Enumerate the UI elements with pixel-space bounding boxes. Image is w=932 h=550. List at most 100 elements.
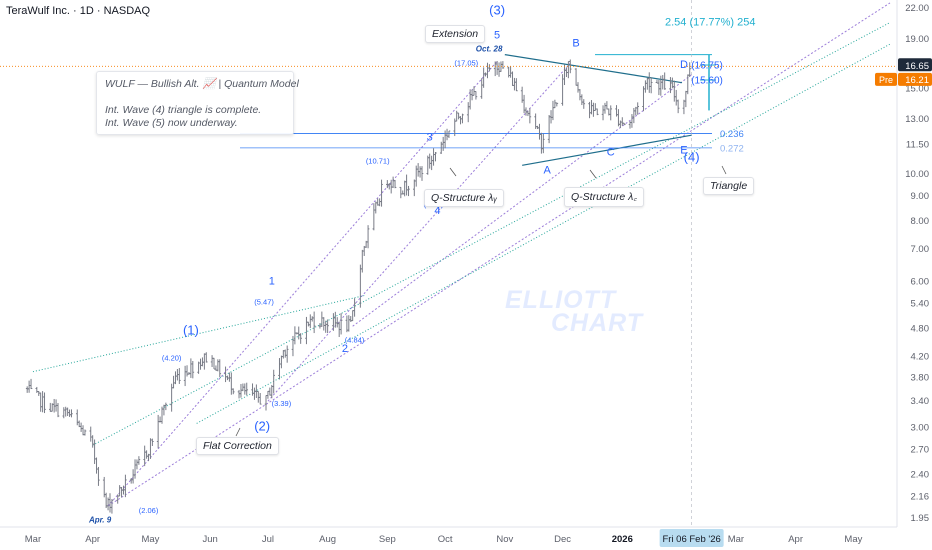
candle: [688, 62, 692, 78]
wave-label: 1: [269, 276, 275, 288]
candle: [609, 105, 613, 121]
analysis-note-spacer: [105, 91, 285, 104]
candle: [542, 133, 545, 154]
wave-label: 3: [427, 132, 433, 144]
level-annotation: (17.05): [454, 59, 478, 68]
wave-label: A: [544, 165, 552, 177]
wave-label: 5: [494, 30, 500, 42]
y-tick-label: 19.00: [905, 34, 929, 45]
candle: [258, 393, 262, 405]
level-annotation: (10.71): [366, 156, 390, 165]
y-tick-label: 2.70: [911, 445, 930, 456]
target-measure-label: 2.54 (17.77%) 254: [665, 17, 756, 29]
candle: [447, 130, 451, 138]
y-tick-label: 3.00: [911, 422, 930, 433]
analysis-note-title: WULF — Bullish Alt. 📈 | Quantum Model: [105, 78, 299, 90]
x-tick-label: 2026: [612, 534, 633, 545]
candle: [137, 456, 141, 465]
purple-dotted-line-3: [267, 62, 571, 402]
y-tick-label: 11.50: [906, 140, 929, 151]
candle: [501, 61, 505, 69]
candle: [434, 152, 437, 162]
x-tick-label: Sep: [379, 534, 396, 545]
wave-label: B: [572, 37, 579, 49]
level-annotation: (4.20): [162, 354, 182, 363]
flat-correction-callout[interactable]: Flat Correction: [196, 437, 279, 455]
wave-label: E: [680, 145, 687, 157]
candle: [407, 185, 410, 197]
chart-header-title: TeraWulf Inc. · 1D · NASDAQ: [6, 5, 151, 17]
q-structure-callout-1[interactable]: Q-Structure λᵧ: [424, 189, 505, 207]
x-highlight-tag: [659, 529, 724, 547]
level-annotation: (3.39): [272, 399, 292, 408]
candle: [353, 298, 356, 317]
y-tick-label: 8.00: [911, 216, 930, 227]
candle: [218, 359, 222, 378]
candle: [420, 166, 424, 181]
q-structure-callout-2[interactable]: Q-Structure λ꜀: [564, 187, 644, 207]
wave-label: (4): [684, 149, 700, 164]
wave-label: 2: [342, 343, 348, 355]
analysis-note-line-1: Int. Wave (4) triangle is complete.: [105, 104, 262, 116]
fib-level-label: 0.272: [720, 143, 744, 154]
y-tick-label: 3.80: [911, 373, 930, 384]
price-axis-bg: [897, 0, 932, 527]
candle: [312, 311, 316, 334]
x-tick-label: May: [844, 534, 862, 545]
wave-label: C: [607, 146, 615, 158]
y-tick-label: 22.00: [905, 3, 929, 14]
candle: [488, 64, 491, 72]
x-tick-label: Mar: [728, 534, 744, 545]
y-tick-label: 13.00: [905, 114, 929, 125]
flat-correction-pointer: [235, 427, 241, 437]
level-annotation: (16.75): [691, 61, 723, 72]
analysis-note-box: WULF — Bullish Alt. 📈 | Quantum Model In…: [96, 71, 299, 135]
q-structure-1-pointer: [449, 167, 457, 177]
candle: [231, 388, 235, 395]
level-annotation: (5.47): [254, 298, 274, 307]
candle: [393, 179, 397, 189]
level-annotation: (4.84): [345, 335, 365, 344]
candle: [272, 369, 276, 394]
purple-dotted-line-1: [107, 2, 891, 507]
candle: [474, 90, 478, 100]
candle: [204, 352, 208, 363]
level-annotation: (2.06): [139, 506, 159, 515]
wave-label: (3): [489, 2, 505, 17]
last-price-value: 16.65: [905, 61, 929, 72]
triangle-lower-line: [522, 134, 692, 166]
candle: [461, 113, 464, 124]
candle: [380, 179, 383, 207]
candle: [582, 99, 586, 109]
x-tick-label: Apr: [85, 534, 100, 545]
triangle-callout[interactable]: Triangle: [703, 177, 755, 195]
y-tick-label: 5.40: [911, 299, 930, 310]
wave-label: 4: [434, 205, 440, 217]
last-price-tag: [898, 58, 932, 72]
wave-label: (1): [183, 323, 199, 338]
wave-label: (2): [254, 418, 270, 433]
triangle-pointer: [721, 165, 727, 175]
x-tick-label: Aug: [319, 534, 336, 545]
fib-level-label: 0.236: [720, 129, 744, 140]
candle: [110, 499, 114, 514]
candle: [649, 77, 653, 94]
date-annotation: Oct. 28: [476, 45, 503, 54]
extension-callout[interactable]: Extension: [425, 25, 486, 43]
x-tick-label: Dec: [554, 534, 571, 545]
watermark-line-2: CHART: [551, 309, 644, 337]
candle: [43, 392, 46, 414]
q-structure-2-pointer: [589, 169, 597, 179]
date-annotation: Apr. 9: [88, 516, 112, 525]
candle: [366, 225, 370, 249]
x-tick-label: Jun: [202, 534, 217, 545]
candle: [97, 466, 100, 486]
y-tick-label: 9.00: [911, 191, 930, 202]
candle: [326, 319, 329, 334]
y-tick-label: 7.00: [911, 244, 930, 255]
candle: [151, 438, 154, 446]
pre-market-value-tag: [898, 72, 932, 86]
candle: [245, 382, 249, 396]
candle: [528, 108, 532, 124]
y-tick-label: 4.80: [911, 323, 930, 334]
